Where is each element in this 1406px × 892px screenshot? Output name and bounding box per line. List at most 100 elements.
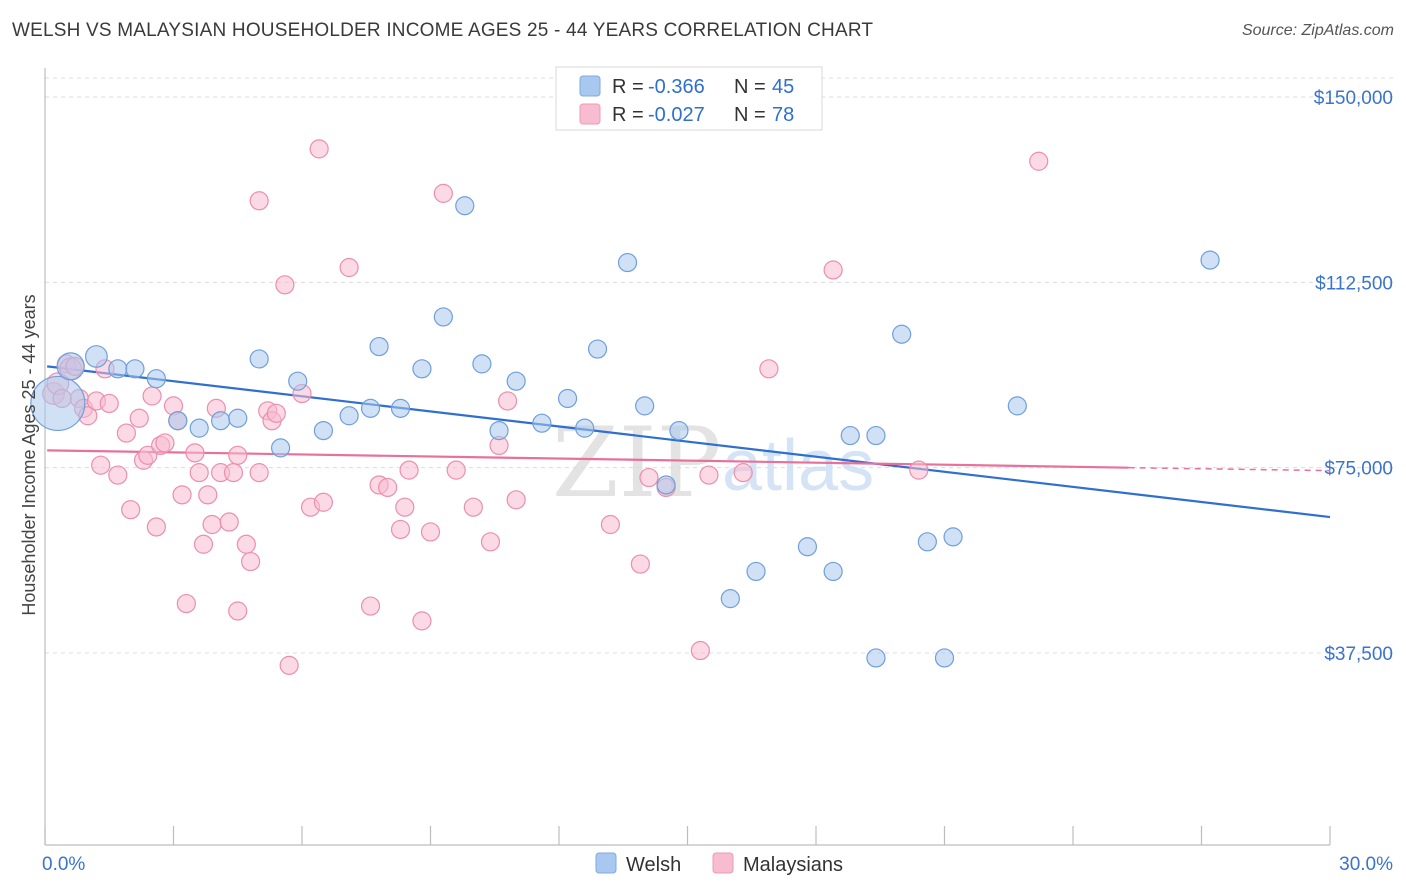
data-point-malaysians	[185, 443, 205, 463]
data-point-welsh	[108, 359, 128, 379]
data-point-welsh	[669, 421, 689, 441]
data-point-welsh	[84, 345, 108, 368]
data-point-malaysians	[138, 445, 158, 465]
data-point-malaysians	[193, 534, 214, 554]
data-point-malaysians	[91, 455, 111, 475]
data-point-malaysians	[690, 640, 710, 661]
data-point-welsh	[455, 196, 475, 216]
legend-swatch-malaysians	[579, 103, 601, 125]
data-point-welsh	[943, 527, 963, 547]
legend-swatch-welsh	[579, 75, 601, 97]
data-point-welsh	[288, 371, 308, 391]
data-point-welsh	[433, 307, 453, 327]
y-axis-label: Householder Income Ages 25 - 44 years	[19, 294, 39, 615]
data-point-welsh	[892, 324, 912, 344]
data-point-malaysians	[129, 408, 149, 428]
data-point-welsh	[575, 418, 595, 438]
data-point-malaysians	[275, 275, 295, 295]
data-point-welsh	[360, 398, 381, 418]
data-point-malaysians	[249, 191, 269, 211]
data-point-malaysians	[399, 460, 419, 480]
data-point-malaysians	[360, 596, 381, 616]
data-point-welsh	[656, 475, 676, 495]
legend-r-value-malaysians: -0.027	[648, 104, 705, 126]
data-point-welsh	[270, 438, 291, 458]
data-point-malaysians	[155, 433, 175, 453]
chart-source: Source: ZipAtlas.com	[1241, 22, 1394, 39]
data-point-malaysians	[228, 445, 248, 465]
data-point-malaysians	[219, 512, 239, 532]
data-point-malaysians	[266, 403, 286, 423]
data-point-welsh	[635, 396, 655, 416]
data-point-malaysians	[202, 514, 222, 535]
data-point-welsh	[587, 339, 608, 359]
series-legend: Welsh Malaysians	[595, 852, 843, 876]
x-tick-label-max: 30.0%	[1339, 854, 1393, 875]
data-point-malaysians	[121, 500, 141, 520]
data-point-malaysians	[108, 465, 128, 485]
data-point-malaysians	[176, 593, 196, 614]
data-point-malaysians	[313, 492, 334, 512]
y-tick-label: $150,000	[1314, 88, 1393, 109]
data-point-welsh	[506, 371, 526, 391]
data-point-welsh	[1007, 396, 1027, 416]
data-point-malaysians	[236, 534, 256, 554]
data-point-welsh	[720, 589, 740, 609]
data-point-malaysians	[241, 551, 261, 572]
correlation-legend: R = -0.366 N = 45 R = -0.027 N = 78	[555, 66, 823, 131]
legend-r-value-welsh: -0.366	[648, 76, 705, 98]
trend-line-welsh	[47, 365, 1331, 519]
data-point-welsh	[211, 411, 231, 431]
legend-r-label-malaysians: R =	[612, 104, 644, 126]
data-point-welsh	[1200, 250, 1220, 270]
data-point-malaysians	[279, 655, 299, 675]
data-point-malaysians	[823, 260, 843, 280]
y-tick-label: $75,000	[1324, 459, 1393, 480]
data-point-welsh	[489, 421, 509, 441]
data-point-welsh	[249, 349, 269, 369]
bottom-legend-swatch-welsh	[595, 852, 617, 874]
data-point-malaysians	[909, 460, 929, 480]
axes	[44, 68, 1331, 846]
data-point-malaysians	[463, 497, 483, 517]
data-point-malaysians	[506, 490, 526, 510]
data-point-welsh	[934, 648, 955, 668]
data-point-welsh	[125, 359, 145, 379]
y-tick-label: $37,500	[1324, 644, 1393, 665]
data-point-welsh	[56, 352, 85, 381]
data-point-malaysians	[446, 460, 466, 480]
legend-n-value-welsh: 45	[772, 76, 794, 98]
y-tick-label: $112,500	[1315, 273, 1393, 294]
data-point-malaysians	[639, 467, 659, 488]
data-point-welsh	[146, 369, 166, 389]
data-point-malaysians	[223, 463, 244, 483]
data-point-welsh	[472, 354, 492, 374]
data-point-welsh	[168, 411, 188, 431]
data-point-malaysians	[412, 611, 432, 631]
data-point-welsh	[557, 388, 578, 409]
data-point-malaysians	[228, 601, 248, 621]
legend-n-value-malaysians: 78	[772, 104, 794, 126]
data-point-welsh	[390, 398, 411, 418]
data-point-welsh	[532, 413, 552, 433]
data-point-malaysians	[699, 465, 719, 485]
legend-r-label-welsh: R =	[612, 76, 644, 98]
data-point-welsh	[823, 561, 843, 582]
data-point-malaysians	[630, 554, 650, 574]
data-point-malaysians	[498, 391, 518, 411]
data-point-welsh	[917, 532, 937, 552]
data-point-welsh	[797, 537, 818, 557]
data-point-malaysians	[116, 423, 136, 443]
trend-line-malaysians-extension	[1128, 466, 1331, 472]
data-point-malaysians	[390, 519, 411, 540]
data-point-welsh	[313, 421, 334, 441]
data-point-welsh	[617, 252, 638, 273]
data-point-malaysians	[249, 463, 269, 483]
data-points	[30, 139, 1220, 675]
data-point-malaysians	[142, 386, 162, 406]
legend-n-label-malaysians: N =	[734, 104, 766, 126]
x-tick-label-min: 0.0%	[42, 854, 85, 875]
data-point-malaysians	[733, 463, 753, 483]
data-point-welsh	[228, 408, 248, 428]
bottom-legend-label-welsh: Welsh	[626, 854, 681, 876]
